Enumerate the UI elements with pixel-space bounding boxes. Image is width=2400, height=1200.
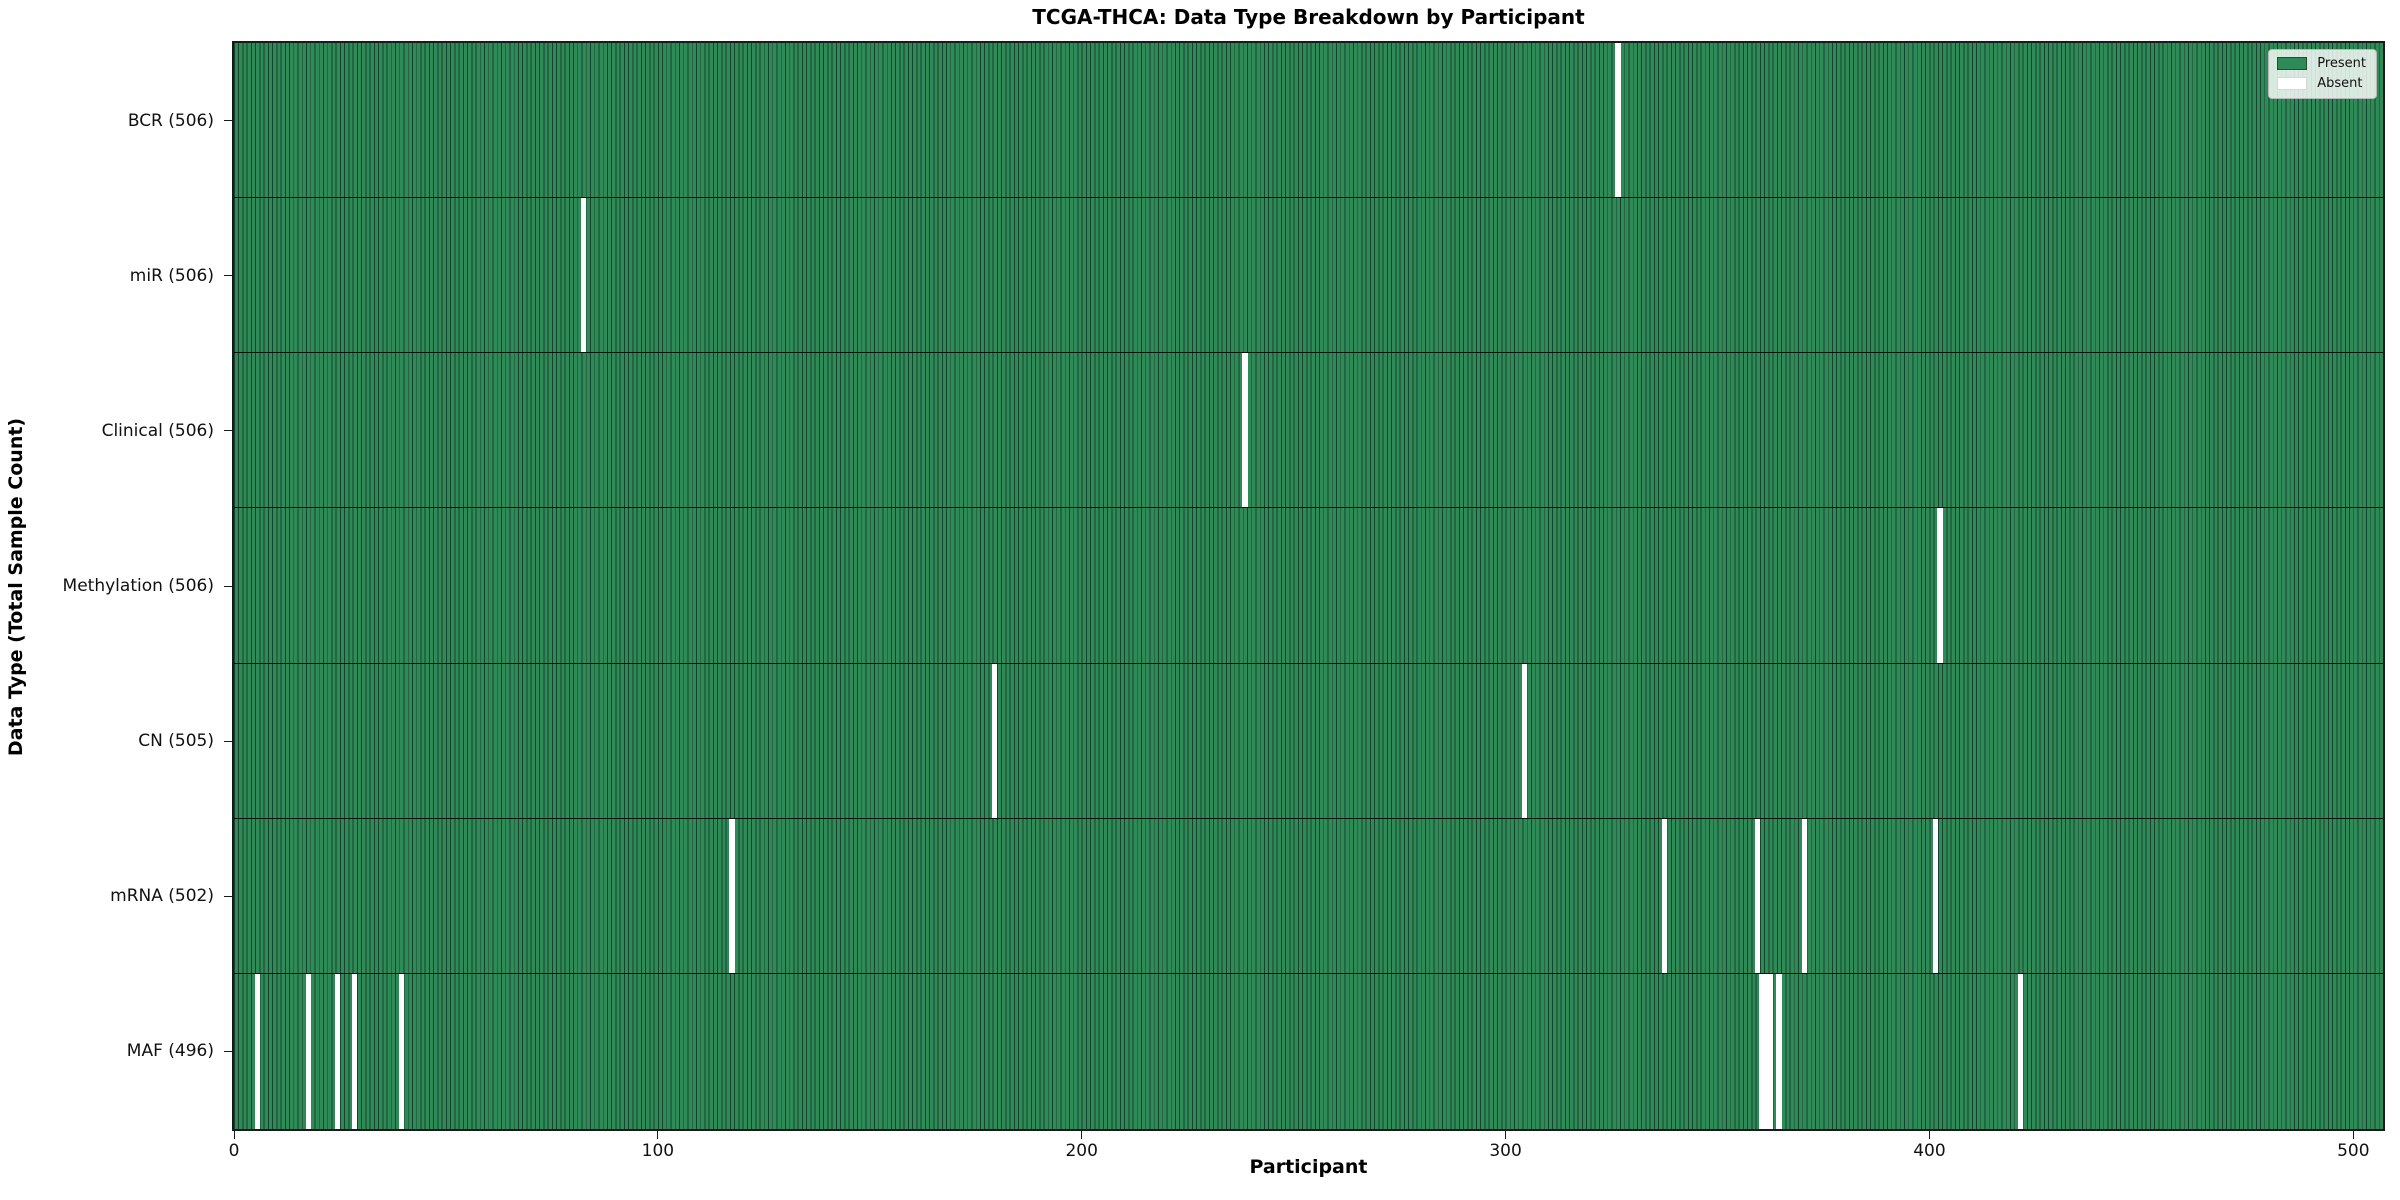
y-tick-mark bbox=[224, 275, 232, 277]
absent-gap bbox=[335, 973, 341, 1129]
absent-gap bbox=[1242, 353, 1248, 508]
y-tick-label-bcr: BCR (506) bbox=[127, 110, 214, 131]
legend-label-absent: Absent bbox=[2317, 76, 2363, 91]
legend-entry-present: Present bbox=[2277, 56, 2366, 71]
legend-entry-absent: Absent bbox=[2277, 76, 2366, 91]
y-tick-mark bbox=[224, 895, 232, 897]
absent-gap bbox=[1801, 818, 1808, 973]
absent-swatch-icon bbox=[2277, 77, 2308, 90]
absent-gap bbox=[1937, 508, 1943, 663]
y-axis-label: Data Type (Total Sample Count) bbox=[5, 417, 27, 757]
row-cn bbox=[234, 663, 2383, 819]
x-tick-mark bbox=[1928, 1131, 1930, 1139]
row-clinical bbox=[234, 353, 2383, 509]
y-tick-mark bbox=[224, 120, 232, 122]
x-tick-mark bbox=[2352, 1131, 2354, 1139]
absent-gap bbox=[1759, 973, 1765, 1129]
row-bcr bbox=[234, 43, 2383, 199]
absent-gap bbox=[1776, 973, 1782, 1129]
absent-gap bbox=[1933, 818, 1939, 973]
rows-container bbox=[234, 43, 2383, 1129]
present-swatch-icon bbox=[2277, 57, 2308, 70]
x-tick-label-400: 400 bbox=[1913, 1141, 1946, 1161]
absent-gap bbox=[1763, 973, 1769, 1129]
x-tick-mark bbox=[233, 1131, 235, 1139]
y-tick-mark bbox=[224, 585, 232, 587]
absent-gap bbox=[1522, 663, 1528, 818]
x-tick-label-200: 200 bbox=[1065, 1141, 1098, 1161]
absent-gap bbox=[1661, 818, 1668, 973]
y-tick-mark bbox=[224, 1050, 232, 1052]
chart-title: TCGA-THCA: Data Type Breakdown by Partic… bbox=[1032, 5, 1585, 29]
absent-gap bbox=[2017, 973, 2024, 1129]
absent-gap bbox=[254, 973, 260, 1129]
x-axis-label: Participant bbox=[1249, 1156, 1368, 1178]
y-tick-mark bbox=[224, 740, 232, 742]
x-tick-mark bbox=[1081, 1131, 1083, 1139]
row-maf bbox=[234, 973, 2383, 1129]
x-tick-label-100: 100 bbox=[641, 1141, 675, 1161]
y-tick-label-maf: MAF (496) bbox=[126, 1041, 214, 1062]
row-methylation bbox=[234, 508, 2383, 664]
row-mir bbox=[234, 198, 2383, 354]
x-tick-mark bbox=[1505, 1131, 1507, 1139]
y-tick-label-mrna: mRNA (502) bbox=[110, 886, 214, 907]
x-tick-label-500: 500 bbox=[2337, 1141, 2370, 1161]
absent-gap bbox=[729, 818, 735, 973]
absent-gap bbox=[1755, 818, 1761, 973]
x-tick-label-0: 0 bbox=[228, 1141, 240, 1161]
legend-label-present: Present bbox=[2317, 56, 2366, 71]
y-tick-label-mir: miR (506) bbox=[129, 265, 214, 286]
y-tick-label-cn: CN (505) bbox=[138, 731, 214, 752]
absent-gap bbox=[1767, 973, 1774, 1129]
x-tick-mark bbox=[657, 1131, 659, 1139]
absent-gap bbox=[581, 198, 587, 353]
y-tick-label-methylation: Methylation (506) bbox=[62, 576, 214, 596]
absent-gap bbox=[305, 973, 311, 1129]
x-tick-label-300: 300 bbox=[1489, 1141, 1522, 1161]
y-tick-label-clinical: Clinical (506) bbox=[101, 420, 214, 441]
y-tick-mark bbox=[224, 430, 232, 432]
legend: Present Absent bbox=[2268, 49, 2377, 99]
absent-gap bbox=[1615, 43, 1621, 198]
plot-area: Present Absent bbox=[232, 41, 2385, 1131]
absent-gap bbox=[352, 973, 358, 1129]
row-mrna bbox=[234, 818, 2383, 974]
absent-gap bbox=[992, 663, 998, 818]
absent-gap bbox=[398, 973, 405, 1129]
